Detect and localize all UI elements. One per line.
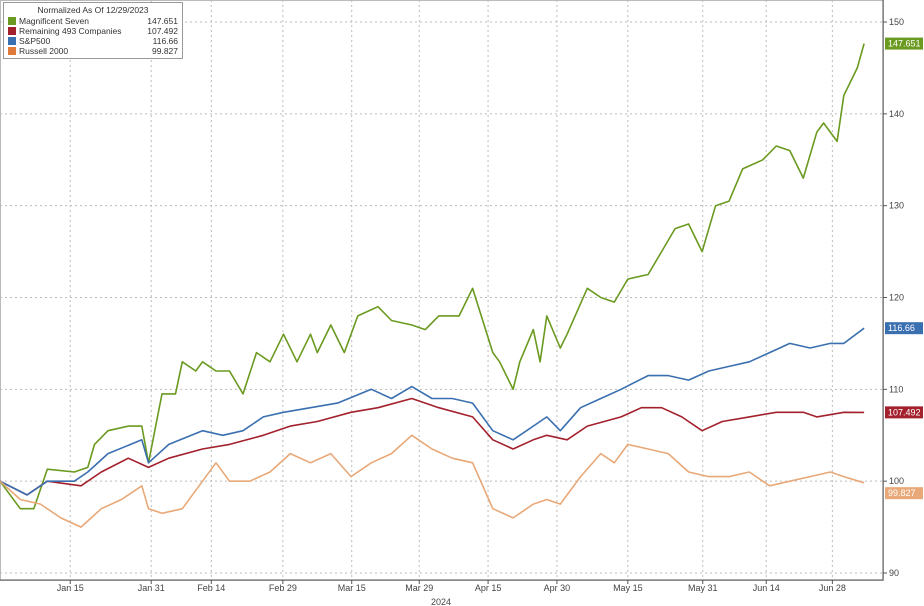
y-tick-label: 90 [889, 568, 899, 578]
y-tick-label: 150 [889, 17, 904, 27]
x-tick-label: Jan 31 [138, 583, 165, 593]
last-value-label: 107.492 [888, 407, 921, 417]
x-tick-label: Feb 14 [197, 583, 225, 593]
last-value-badge [885, 406, 923, 419]
legend-label: Remaining 493 Companies [19, 26, 122, 36]
y-tick-label: 130 [889, 201, 904, 211]
x-tick-label: Jun 28 [819, 583, 846, 593]
last-value-badge [885, 322, 923, 335]
legend-swatch [8, 37, 16, 45]
legend-value: 99.827 [152, 46, 178, 56]
legend-item-sp500: S&P500 116.66 [8, 36, 178, 46]
plot-frame [0, 0, 884, 581]
x-tick-label: Mar 29 [405, 583, 433, 593]
x-tick-label: May 15 [613, 583, 643, 593]
series-lines [0, 43, 865, 528]
legend-label: S&P500 [19, 36, 51, 46]
legend: Normalized As Of 12/29/2023 Magnificent … [3, 2, 183, 59]
x-tick-label: Apr 30 [544, 583, 571, 593]
legend-item-magnificent-seven: Magnificent Seven 147.651 [8, 16, 178, 26]
x-tick-label: Jan 15 [57, 583, 84, 593]
legend-item-russell-2000: Russell 2000 99.827 [8, 46, 178, 56]
legend-value: 147.651 [147, 16, 178, 26]
series-line-s-p500 [0, 327, 865, 496]
legend-label: Magnificent Seven [19, 16, 89, 26]
series-line-remaining-493-companies [0, 397, 865, 496]
series-line-russell-2000 [0, 434, 865, 528]
legend-item-remaining-493: Remaining 493 Companies 107.492 [8, 26, 178, 36]
series-line-magnificent-seven [0, 43, 865, 510]
axes: 90 100 110 120 130 140 150 Jan 15 Jan 31 Feb 14 Fe… [0, 0, 923, 593]
y-tick-label: 110 [889, 384, 903, 394]
x-tick-label: Mar 15 [338, 583, 366, 593]
x-tick-label: May 31 [688, 583, 718, 593]
legend-value: 116.66 [152, 36, 178, 46]
legend-swatch [8, 27, 16, 35]
last-value-label: 147.651 [888, 39, 921, 49]
legend-label: Russell 2000 [19, 46, 69, 56]
legend-title: Normalized As Of 12/29/2023 [37, 5, 149, 15]
last-value-label: 116.66 [888, 323, 915, 333]
legend-value: 107.492 [147, 26, 178, 36]
grid [0, 0, 884, 581]
last-value-label: 99.827 [888, 488, 916, 498]
y-tick-label: 100 [889, 476, 904, 486]
x-tick-label: Apr 15 [475, 583, 502, 593]
x-tick-label: Jun 14 [753, 583, 780, 593]
last-value-badge [885, 487, 923, 500]
legend-swatch [8, 17, 16, 25]
x-axis-title: 2024 [431, 597, 451, 606]
x-tick-label: Feb 29 [269, 583, 297, 593]
legend-swatch [8, 47, 16, 55]
y-tick-label: 140 [889, 109, 904, 119]
y-tick-label: 120 [889, 293, 904, 303]
last-value-badge [885, 37, 923, 50]
